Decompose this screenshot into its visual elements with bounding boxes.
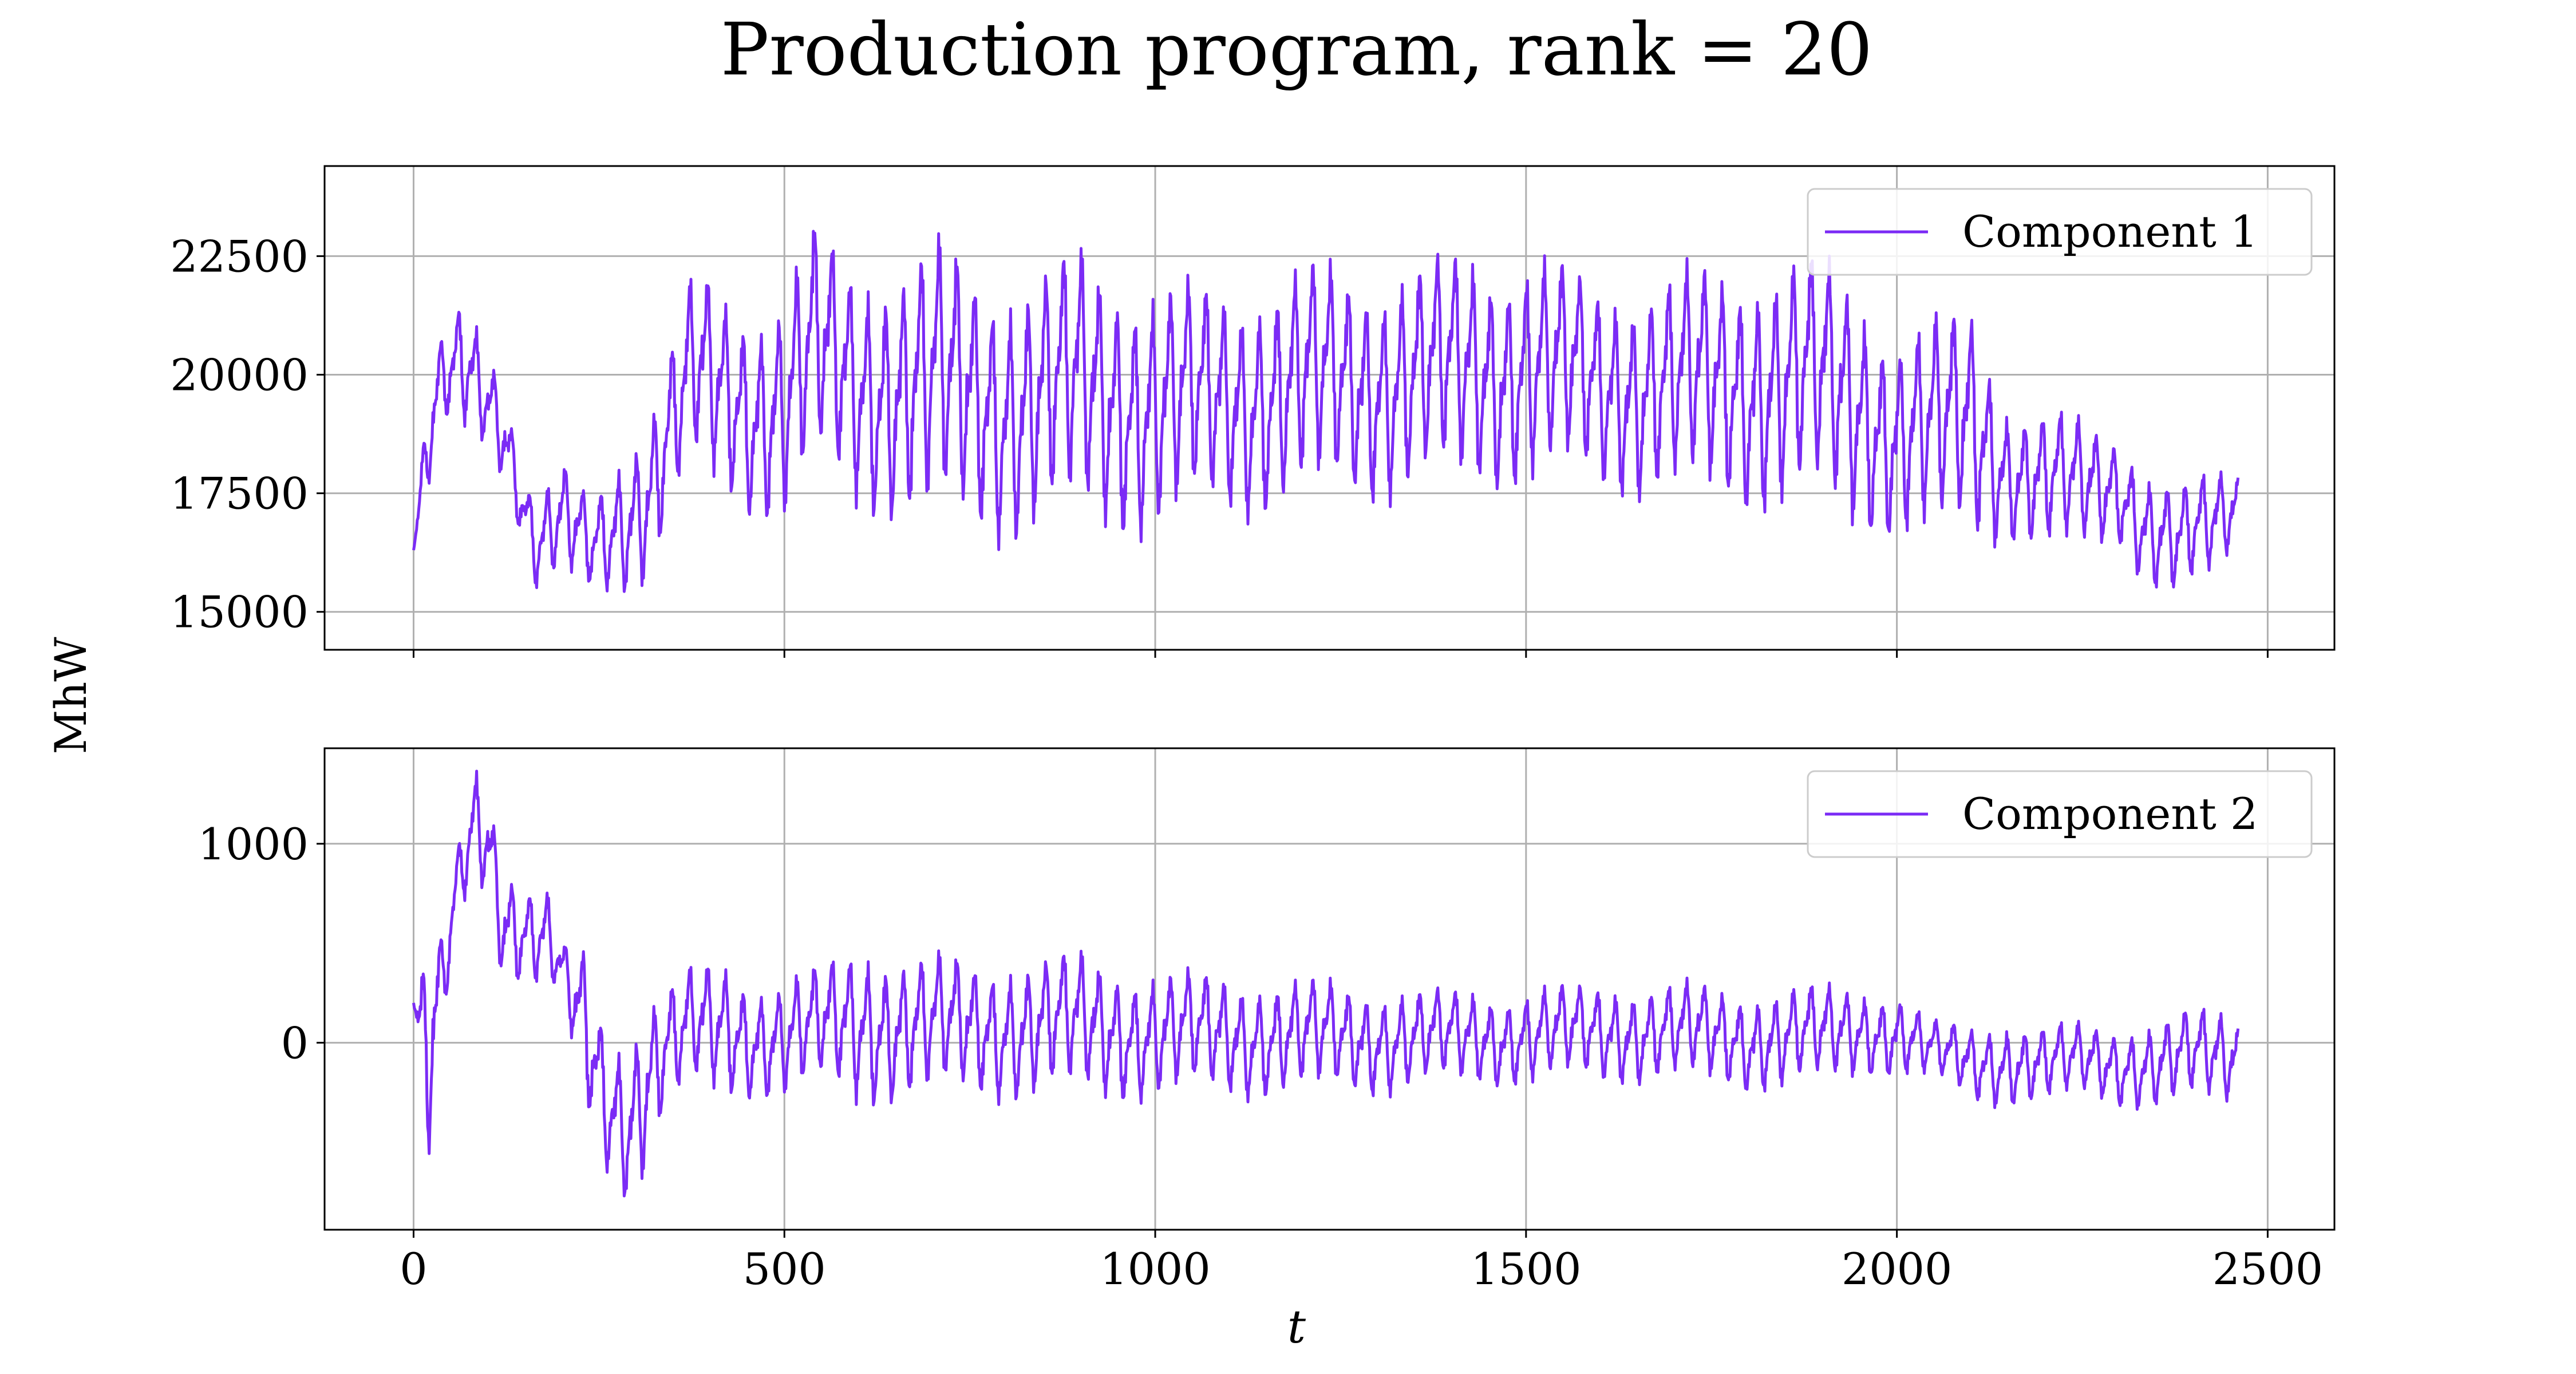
y-tick-label: 15000: [170, 587, 309, 638]
y-tick-label: 1000: [198, 819, 309, 870]
x-axis-label: t: [1287, 1300, 1306, 1353]
y-tick-label: 22500: [170, 231, 309, 282]
legend-label: Component 1: [1962, 206, 2258, 257]
x-tick-label: 1500: [1471, 1243, 1581, 1294]
series-line-component-2: [412, 769, 2240, 1198]
y-tick-label: 17500: [170, 468, 309, 519]
legend-box: [1807, 770, 2313, 858]
y-tick-label: 20000: [170, 350, 309, 401]
y-tick-label: 0: [281, 1017, 309, 1068]
panel-component-2: 0 500 1000 1500 2000 2500 0 1000 Component 2: [198, 747, 2336, 1294]
series-line-component-1: [412, 230, 2240, 593]
plot-frame: [323, 165, 2336, 651]
x-tick-label: 500: [743, 1243, 826, 1294]
x-tick-label: 2000: [1842, 1243, 1952, 1294]
legend-label: Component 2: [1962, 788, 2258, 839]
plot-frame: [323, 747, 2336, 1231]
panel-component-1: 15000 17500 20000 22500 Component 1: [170, 165, 2336, 658]
x-tick-label: 1000: [1100, 1243, 1210, 1294]
x-tick-label: 0: [400, 1243, 427, 1294]
chart-title: Production program, rank = 20: [721, 7, 1872, 92]
x-tick-label: 2500: [2212, 1243, 2323, 1294]
y-axis-label: MhW: [45, 637, 96, 755]
legend-box: [1807, 188, 2313, 276]
